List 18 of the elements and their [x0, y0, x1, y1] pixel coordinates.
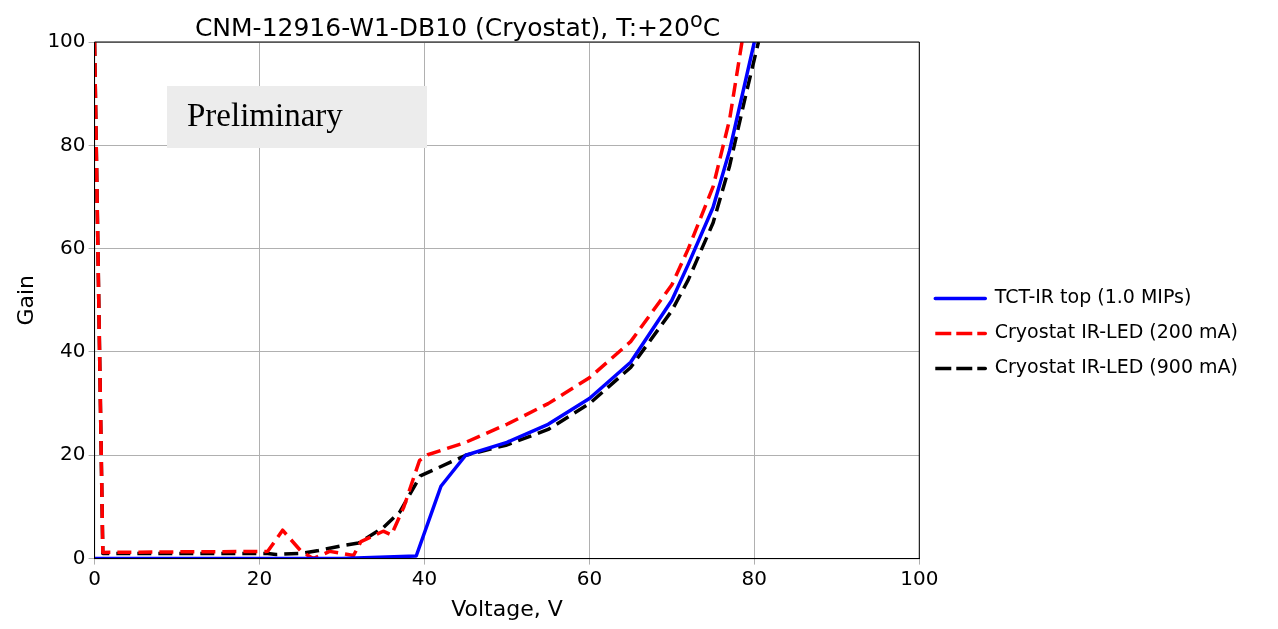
y-tick-label: 80 — [60, 131, 86, 156]
y-tick-label: 40 — [60, 338, 86, 363]
y-tick-label: 100 — [47, 28, 86, 53]
chart-title: CNM-12916-W1-DB10 (Cryostat), T:+20$^{o}$C — [193, 8, 722, 43]
x-tick-label: 60 — [576, 565, 603, 590]
legend-label: Cryostat IR-LED (900 mA) — [994, 355, 1238, 378]
annotation: Preliminary — [167, 86, 427, 148]
x-tick-label: 40 — [411, 565, 438, 590]
x-tick-label: 20 — [246, 565, 273, 590]
y-tick-label: 0 — [72, 544, 86, 569]
y-axis-title: Gain — [12, 275, 38, 326]
y-tick-label: 20 — [60, 441, 86, 466]
y-tick-label: 60 — [60, 234, 86, 259]
legend-label: Cryostat IR-LED (200 mA) — [994, 320, 1238, 343]
x-axis-title: Voltage, V — [451, 595, 563, 621]
legend-label: TCT-IR top (1.0 MIPs) — [993, 285, 1192, 308]
x-tick-label: 80 — [741, 565, 768, 590]
x-tick-label: 100 — [900, 565, 939, 590]
